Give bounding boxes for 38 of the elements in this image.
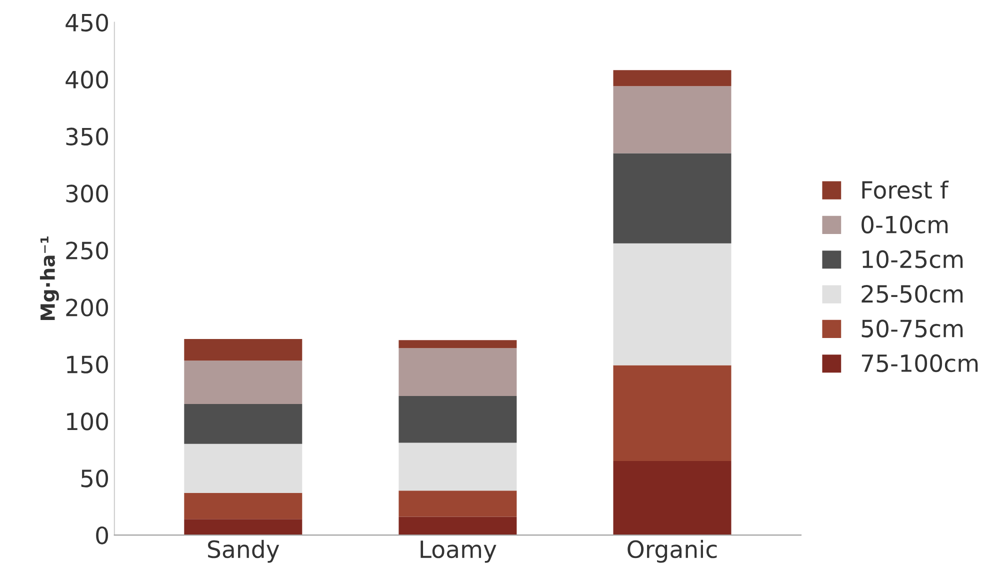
bar — [398, 490, 517, 517]
y-tick-label: 300 — [66, 184, 108, 202]
y-tick-label: 400 — [66, 70, 108, 89]
legend-label: 0-10cm — [862, 216, 948, 234]
y-axis-title: Mg·ha⁻¹ — [40, 236, 59, 320]
legend-label: 25-50cm — [862, 284, 963, 303]
legend-label: Forest f — [862, 180, 949, 199]
legend-label: 75-100cm — [862, 354, 978, 372]
x-tick-label: Sandy — [208, 540, 280, 563]
bar — [398, 516, 517, 536]
legend-label: 10-25cm — [862, 250, 963, 268]
bar — [613, 460, 732, 536]
bar — [398, 396, 517, 443]
y-tick-label: 0 — [96, 526, 108, 544]
y-tick-label: 250 — [66, 242, 108, 260]
y-tick-label: 150 — [67, 356, 108, 374]
bar — [613, 243, 732, 366]
bar — [184, 492, 302, 520]
bar — [184, 519, 302, 536]
y-tick-label: 450 — [66, 14, 108, 32]
y-tick-label: 50 — [81, 469, 108, 488]
bar — [398, 348, 517, 396]
bar — [613, 365, 732, 461]
bar — [613, 153, 732, 244]
bar — [613, 86, 732, 154]
y-tick-label: 200 — [66, 298, 108, 316]
bar — [184, 444, 302, 493]
y-tick-label: 350 — [66, 128, 108, 146]
x-tick-label: Organic — [628, 540, 717, 563]
bar — [184, 404, 302, 444]
bar — [184, 339, 302, 361]
bar — [613, 70, 732, 86]
bar — [184, 360, 302, 404]
bar — [398, 442, 517, 491]
y-tick-label: 100 — [67, 412, 108, 430]
x-tick-label: Loamy — [420, 540, 496, 563]
bar — [398, 340, 517, 348]
legend-label: 50-75cm — [862, 320, 963, 338]
